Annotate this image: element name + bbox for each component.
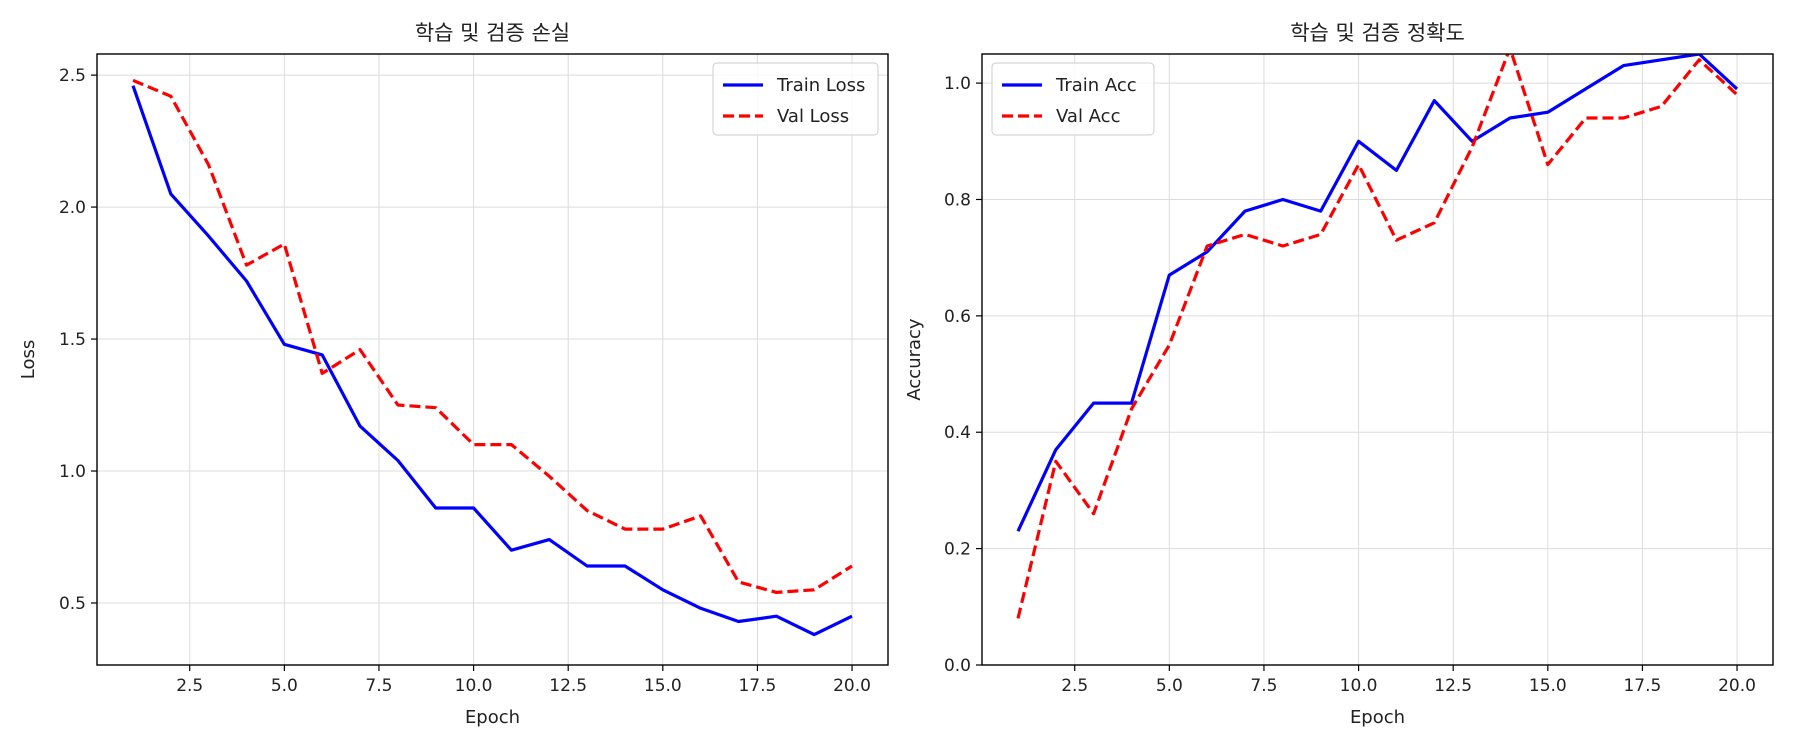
x-tick-label: 5.0 bbox=[1156, 676, 1183, 696]
series-line-val-acc bbox=[1016, 54, 1739, 619]
y-tick-label: 1.5 bbox=[59, 330, 86, 350]
legend: Train Acc Val Acc bbox=[991, 62, 1155, 136]
legend-box bbox=[991, 62, 1155, 136]
legend-box bbox=[712, 62, 879, 136]
x-axis-label: Epoch bbox=[465, 707, 520, 728]
x-tick-label: 2.5 bbox=[176, 676, 203, 696]
x-tick-label: 17.5 bbox=[1623, 676, 1661, 696]
x-tick-label: 15.0 bbox=[1529, 676, 1567, 696]
x-tick-label: 10.0 bbox=[455, 676, 493, 696]
accuracy-chart: 2.5 5.0 7.5 10.0 12.5 15.0 17.5 20.0 0.0 0.2 0.4 0.… bbox=[904, 21, 1774, 728]
y-axis-label: Loss bbox=[18, 340, 39, 379]
y-tick-label: 0.6 bbox=[944, 307, 971, 327]
legend-label: Val Loss bbox=[777, 106, 849, 127]
y-tick-label: 0.2 bbox=[944, 540, 971, 560]
chart-title: 학습 및 검증 손실 bbox=[415, 21, 570, 45]
loss-chart: 2.5 5.0 7.5 10.0 12.5 15.0 17.5 20.0 0.5 1.0 1.5 2.… bbox=[18, 21, 889, 728]
series-line-train-loss bbox=[131, 85, 853, 637]
x-tick-label: 2.5 bbox=[1061, 676, 1088, 696]
y-tick-label: 1.0 bbox=[59, 462, 86, 482]
y-tick-label: 0.8 bbox=[944, 190, 971, 210]
x-tick-label: 20.0 bbox=[833, 676, 871, 696]
y-tick-label: 0.0 bbox=[944, 656, 971, 676]
plot-frame bbox=[96, 53, 889, 666]
y-axis-label: Accuracy bbox=[904, 318, 925, 401]
x-tick-label: 7.5 bbox=[365, 676, 392, 696]
y-tick-label: 2.0 bbox=[59, 198, 86, 218]
legend-label: Val Acc bbox=[1056, 106, 1120, 127]
plot-frame bbox=[981, 53, 1774, 666]
legend-label: Train Loss bbox=[776, 75, 865, 96]
series-line-val-loss bbox=[132, 78, 853, 595]
x-tick-label: 17.5 bbox=[738, 676, 776, 696]
x-tick-label: 12.5 bbox=[1434, 676, 1472, 696]
x-tick-label: 15.0 bbox=[644, 676, 682, 696]
legend: Train Loss Val Loss bbox=[712, 62, 879, 136]
y-tick-label: 0.5 bbox=[59, 594, 86, 614]
x-tick-label: 12.5 bbox=[549, 676, 587, 696]
y-tick-label: 0.4 bbox=[944, 423, 971, 443]
y-tick-label: 2.5 bbox=[59, 66, 86, 86]
x-tick-label: 20.0 bbox=[1718, 676, 1756, 696]
chart-title: 학습 및 검증 정확도 bbox=[1290, 21, 1465, 45]
x-tick-label: 10.0 bbox=[1340, 676, 1378, 696]
legend-label: Train Acc bbox=[1055, 75, 1137, 96]
series-line-train-acc bbox=[1016, 54, 1739, 532]
y-tick-label: 1.0 bbox=[944, 74, 971, 94]
x-tick-label: 7.5 bbox=[1250, 676, 1277, 696]
x-axis-label: Epoch bbox=[1350, 707, 1405, 728]
x-tick-label: 5.0 bbox=[271, 676, 298, 696]
